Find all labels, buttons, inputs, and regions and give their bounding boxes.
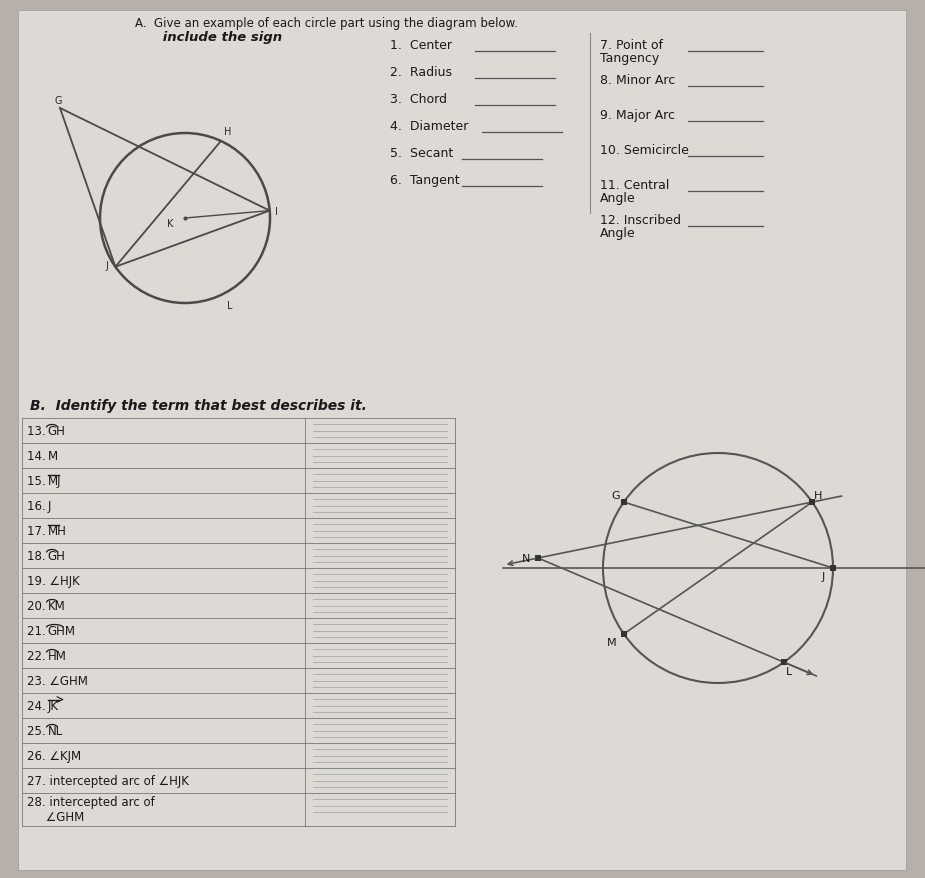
Text: 16.: 16. (27, 500, 50, 513)
Text: G: G (55, 96, 62, 106)
Text: MJ: MJ (48, 474, 61, 487)
Text: 18.: 18. (27, 550, 49, 563)
Text: K: K (166, 219, 173, 229)
Text: J: J (48, 500, 51, 513)
Text: include the sign: include the sign (135, 31, 282, 44)
Text: L: L (786, 666, 792, 676)
Text: 21.: 21. (27, 624, 50, 637)
Text: 9. Major Arc: 9. Major Arc (600, 109, 675, 122)
FancyBboxPatch shape (18, 11, 906, 870)
Text: M: M (607, 637, 617, 647)
Text: B.  Identify the term that best describes it.: B. Identify the term that best describes… (30, 399, 367, 413)
Text: I: I (275, 206, 277, 216)
Text: 20.: 20. (27, 600, 49, 612)
Text: 15.: 15. (27, 474, 49, 487)
Text: 28. intercepted arc of
     ∠GHM: 28. intercepted arc of ∠GHM (27, 795, 154, 824)
Text: J: J (105, 261, 108, 270)
Text: J: J (821, 572, 824, 581)
Text: GH: GH (48, 550, 66, 563)
Text: GHM: GHM (48, 624, 76, 637)
Text: H: H (814, 491, 822, 500)
Text: KM: KM (48, 600, 66, 612)
Text: 24.: 24. (27, 699, 50, 712)
Text: 10. Semicircle: 10. Semicircle (600, 144, 689, 157)
Text: 11. Central: 11. Central (600, 179, 670, 191)
Text: 26. ∠KJM: 26. ∠KJM (27, 749, 81, 762)
Text: 23. ∠GHM: 23. ∠GHM (27, 674, 88, 687)
Text: 1.  Center: 1. Center (390, 39, 452, 52)
Text: HM: HM (48, 649, 67, 662)
Text: 19. ∠HJK: 19. ∠HJK (27, 574, 80, 587)
Text: JK: JK (48, 699, 59, 712)
Text: G: G (611, 491, 620, 500)
Text: 5.  Secant: 5. Secant (390, 147, 453, 160)
Text: H: H (224, 126, 231, 137)
Text: Angle: Angle (600, 227, 635, 240)
Text: 7. Point of: 7. Point of (600, 39, 663, 52)
Text: GH: GH (48, 425, 66, 437)
Text: 4.  Diameter: 4. Diameter (390, 120, 468, 133)
Text: 3.  Chord: 3. Chord (390, 93, 447, 106)
Text: 22.: 22. (27, 649, 50, 662)
Text: M: M (48, 450, 58, 463)
Text: 6.  Tangent: 6. Tangent (390, 174, 460, 187)
Text: 13.: 13. (27, 425, 49, 437)
Text: Angle: Angle (600, 191, 635, 205)
Text: 27. intercepted arc of ∠HJK: 27. intercepted arc of ∠HJK (27, 774, 189, 787)
Text: 25.: 25. (27, 724, 49, 738)
Text: 8. Minor Arc: 8. Minor Arc (600, 74, 675, 87)
Text: 17.: 17. (27, 524, 50, 537)
Text: 2.  Radius: 2. Radius (390, 66, 452, 79)
Text: MH: MH (48, 524, 67, 537)
Text: 14.: 14. (27, 450, 50, 463)
Text: N: N (522, 553, 530, 564)
Text: 12. Inscribed: 12. Inscribed (600, 213, 681, 227)
Text: Tangency: Tangency (600, 52, 660, 65)
Text: NL: NL (48, 724, 63, 738)
Text: A.  Give an example of each circle part using the diagram below.: A. Give an example of each circle part u… (135, 17, 518, 30)
Text: L: L (227, 300, 232, 310)
